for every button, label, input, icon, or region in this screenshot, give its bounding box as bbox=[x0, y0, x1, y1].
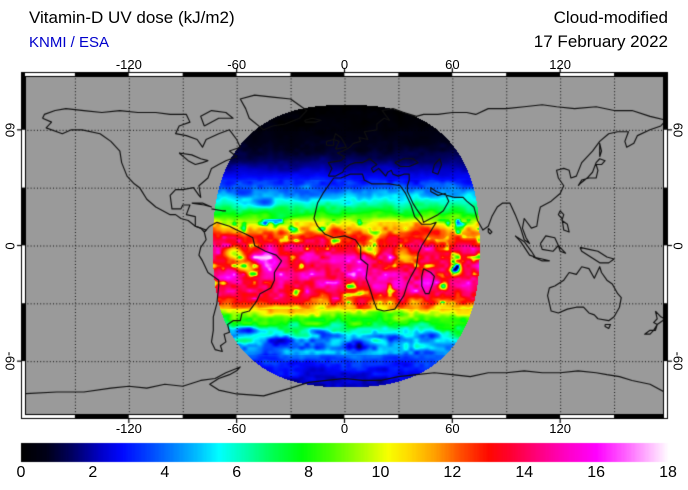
lat-tick-label-right: 0 bbox=[670, 241, 686, 250]
lon-tick-label-bottom: 120 bbox=[549, 421, 572, 436]
lat-tick-label-left: 0 bbox=[2, 241, 18, 250]
lon-tick-label-bottom: 60 bbox=[445, 421, 460, 436]
lon-tick-label-bottom: -60 bbox=[227, 421, 247, 436]
lon-tick-label-bottom: -120 bbox=[115, 421, 142, 436]
processing-mode-label: Cloud-modified bbox=[553, 8, 668, 27]
colorbar-tick-label: 12 bbox=[443, 464, 462, 481]
colorbar-tick-label: 10 bbox=[371, 464, 390, 481]
lon-tick-label-top: 120 bbox=[549, 57, 572, 72]
colorbar-tick-label: 6 bbox=[232, 464, 242, 481]
colorbar-tick-label: 4 bbox=[160, 464, 170, 481]
lon-tick-label-top: 0 bbox=[340, 57, 349, 72]
lat-tick-label-left: -60 bbox=[2, 351, 18, 371]
page-title: Vitamin-D UV dose (kJ/m2) bbox=[29, 8, 235, 27]
lat-tick-label-right: -60 bbox=[670, 351, 686, 371]
colorbar-tick-label: 18 bbox=[659, 464, 677, 481]
lon-tick-label-bottom: 0 bbox=[340, 421, 349, 436]
lon-tick-label-top: -120 bbox=[115, 57, 142, 72]
colorbar-tick-label: 14 bbox=[515, 464, 534, 481]
date-label: 17 February 2022 bbox=[533, 32, 668, 51]
lon-tick-label-top: -60 bbox=[227, 57, 247, 72]
lat-tick-label-left: 60 bbox=[2, 122, 18, 138]
lon-tick-label-top: 60 bbox=[445, 57, 460, 72]
lat-tick-label-right: 60 bbox=[670, 122, 686, 138]
colorbar-tick-label: 8 bbox=[304, 464, 313, 481]
data-source-label: KNMI / ESA bbox=[29, 34, 110, 51]
colorbar-tick-label: 0 bbox=[16, 464, 26, 481]
colorbar-tick-label: 2 bbox=[88, 464, 98, 481]
colorbar-tick-label: 16 bbox=[587, 464, 606, 481]
